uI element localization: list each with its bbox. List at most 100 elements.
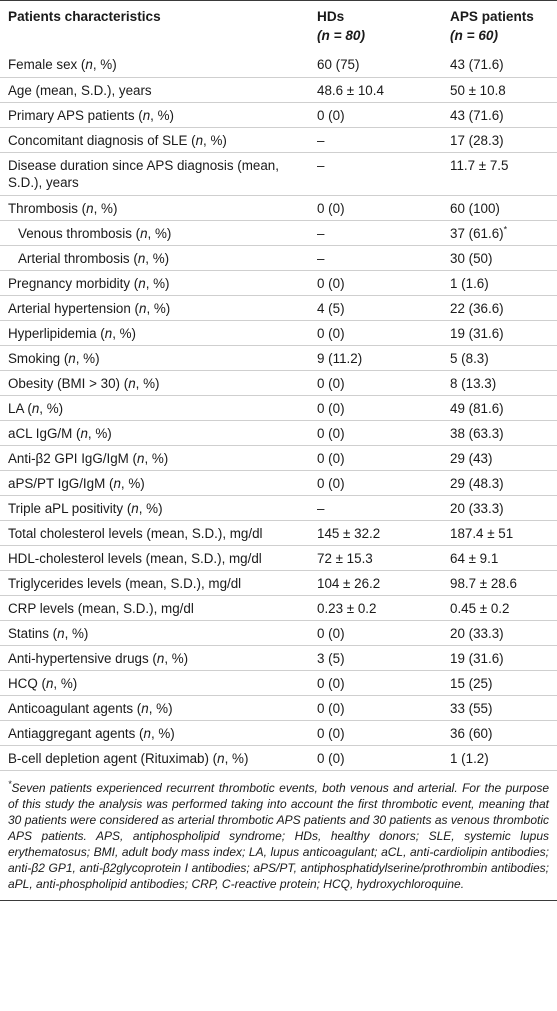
row-label: Disease duration since APS diagnosis (me…	[0, 152, 305, 196]
table-row: CRP levels (mean, S.D.), mg/dl 0.23 ± 0.2…	[0, 595, 557, 621]
row-aps-cell: 17 (28.3)	[448, 127, 557, 153]
row-aps-cell: 0.45 ± 0.2	[448, 595, 557, 621]
row-hd-value: –	[305, 495, 448, 521]
row-hd-value: 0.23 ± 0.2	[305, 595, 448, 621]
row-label: LA (n, %)	[0, 395, 305, 421]
table-body: Female sex (n, %) 60 (75) 43 (71.6) Age (me…	[0, 52, 557, 771]
row-aps-value: 11.7 ± 7.5	[450, 157, 509, 173]
row-aps-cell: 15 (25)	[448, 670, 557, 696]
row-hd-value: 145 ± 32.2	[305, 520, 448, 546]
table-row: LA (n, %) 0 (0) 49 (81.6)	[0, 395, 557, 421]
row-aps-value: 20 (33.3)	[450, 500, 504, 516]
row-aps-cell: 64 ± 9.1	[448, 545, 557, 571]
row-aps-value: 5 (8.3)	[450, 350, 489, 366]
header-aps-n: (n = 60)	[450, 28, 498, 43]
row-aps-value: 19 (31.6)	[450, 650, 504, 666]
row-aps-cell: 29 (43)	[448, 445, 557, 471]
row-aps-cell: 43 (71.6)	[448, 52, 557, 78]
row-aps-cell: 1 (1.2)	[448, 745, 557, 771]
row-aps-cell: 20 (33.3)	[448, 620, 557, 646]
row-aps-value: 22 (36.6)	[450, 300, 504, 316]
row-aps-cell: 8 (13.3)	[448, 370, 557, 396]
row-label: Concomitant diagnosis of SLE (n, %)	[0, 127, 305, 153]
row-aps-cell: 20 (33.3)	[448, 495, 557, 521]
table-row: Antiaggregant agents (n, %) 0 (0) 36 (60)	[0, 720, 557, 746]
row-label: Triple aPL positivity (n, %)	[0, 495, 305, 521]
row-label: HCQ (n, %)	[0, 670, 305, 696]
row-aps-value: 29 (43)	[450, 450, 493, 466]
row-aps-value: 1 (1.2)	[450, 750, 489, 766]
row-aps-value: 60 (100)	[450, 200, 500, 216]
row-aps-value: 19 (31.6)	[450, 325, 504, 341]
row-hd-value: 0 (0)	[305, 720, 448, 746]
row-label: B-cell depletion agent (Rituximab) (n, %…	[0, 745, 305, 771]
header-hds: HDs (n = 80)	[305, 1, 448, 52]
row-aps-value: 17 (28.3)	[450, 132, 504, 148]
row-aps-cell: 1 (1.6)	[448, 270, 557, 296]
row-aps-cell: 187.4 ± 51	[448, 520, 557, 546]
row-label: Arterial thrombosis (n, %)	[0, 245, 305, 271]
row-aps-cell: 30 (50)	[448, 245, 557, 271]
table-row: Anti-β2 GPI IgG/IgM (n, %) 0 (0) 29 (43)	[0, 445, 557, 471]
row-label: aPS/PT IgG/IgM (n, %)	[0, 470, 305, 496]
header-aps-label: APS patients	[450, 9, 534, 24]
row-aps-cell: 98.7 ± 28.6	[448, 570, 557, 596]
row-aps-value: 64 ± 9.1	[450, 550, 499, 566]
row-hd-value: 0 (0)	[305, 695, 448, 721]
table-row: HDL-cholesterol levels (mean, S.D.), mg/…	[0, 545, 557, 571]
row-aps-cell: 43 (71.6)	[448, 102, 557, 128]
table-row: Arterial hypertension (n, %) 4 (5) 22 (36.…	[0, 295, 557, 321]
table-row: Arterial thrombosis (n, %) –30 (50)	[0, 245, 557, 271]
row-hd-value: 9 (11.2)	[305, 345, 448, 371]
row-label: Anticoagulant agents (n, %)	[0, 695, 305, 721]
row-hd-value: –	[305, 152, 448, 196]
header-hds-label: HDs	[317, 9, 345, 24]
footnote-marker: *	[8, 778, 12, 789]
row-aps-cell: 19 (31.6)	[448, 320, 557, 346]
row-label: Hyperlipidemia (n, %)	[0, 320, 305, 346]
table-row: aPS/PT IgG/IgM (n, %) 0 (0) 29 (48.3)	[0, 470, 557, 496]
row-label: Venous thrombosis (n, %)	[0, 220, 305, 246]
row-hd-value: 0 (0)	[305, 270, 448, 296]
row-aps-value: 43 (71.6)	[450, 57, 504, 72]
row-label: Smoking (n, %)	[0, 345, 305, 371]
row-aps-value: 15 (25)	[450, 675, 493, 691]
row-aps-value: 43 (71.6)	[450, 107, 504, 123]
row-aps-value: 33 (55)	[450, 700, 493, 716]
row-label: Pregnancy morbidity (n, %)	[0, 270, 305, 296]
row-aps-cell: 29 (48.3)	[448, 470, 557, 496]
row-aps-cell: 37 (61.6)*	[448, 220, 557, 246]
row-aps-value: 0.45 ± 0.2	[450, 600, 510, 616]
row-aps-cell: 36 (60)	[448, 720, 557, 746]
row-label: Statins (n, %)	[0, 620, 305, 646]
header-aps: APS patients (n = 60)	[448, 1, 557, 52]
table-row: Disease duration since APS diagnosis (me…	[0, 152, 557, 196]
table-row: Venous thrombosis (n, %) –37 (61.6)*	[0, 220, 557, 246]
table-row: Primary APS patients (n, %) 0 (0) 43 (71.6…	[0, 102, 557, 128]
row-label: Female sex (n, %)	[0, 52, 305, 78]
row-aps-cell: 22 (36.6)	[448, 295, 557, 321]
row-aps-cell: 11.7 ± 7.5	[448, 152, 557, 196]
row-hd-value: –	[305, 127, 448, 153]
row-label: Primary APS patients (n, %)	[0, 102, 305, 128]
table-row: Anti-hypertensive drugs (n, %) 3 (5) 19 (3…	[0, 645, 557, 671]
row-hd-value: 0 (0)	[305, 102, 448, 128]
row-label: Age (mean, S.D.), years	[0, 77, 305, 103]
row-label: CRP levels (mean, S.D.), mg/dl	[0, 595, 305, 621]
row-hd-value: –	[305, 220, 448, 246]
table-row: Triglycerides levels (mean, S.D.), mg/dl…	[0, 570, 557, 596]
table-row: Female sex (n, %) 60 (75) 43 (71.6)	[0, 52, 557, 78]
row-aps-cell: 50 ± 10.8	[448, 77, 557, 103]
row-hd-value: 48.6 ± 10.4	[305, 77, 448, 103]
row-label: Antiaggregant agents (n, %)	[0, 720, 305, 746]
bottom-rule	[0, 899, 557, 901]
table-row: B-cell depletion agent (Rituximab) (n, %…	[0, 745, 557, 771]
table-row: aCL IgG/M (n, %) 0 (0) 38 (63.3)	[0, 420, 557, 446]
row-aps-value: 36 (60)	[450, 725, 493, 741]
row-label: Anti-hypertensive drugs (n, %)	[0, 645, 305, 671]
table-row: HCQ (n, %) 0 (0) 15 (25)	[0, 670, 557, 696]
row-hd-value: 0 (0)	[305, 470, 448, 496]
row-hd-value: 0 (0)	[305, 195, 448, 221]
header-characteristics: Patients characteristics	[0, 1, 305, 52]
row-hd-value: 3 (5)	[305, 645, 448, 671]
